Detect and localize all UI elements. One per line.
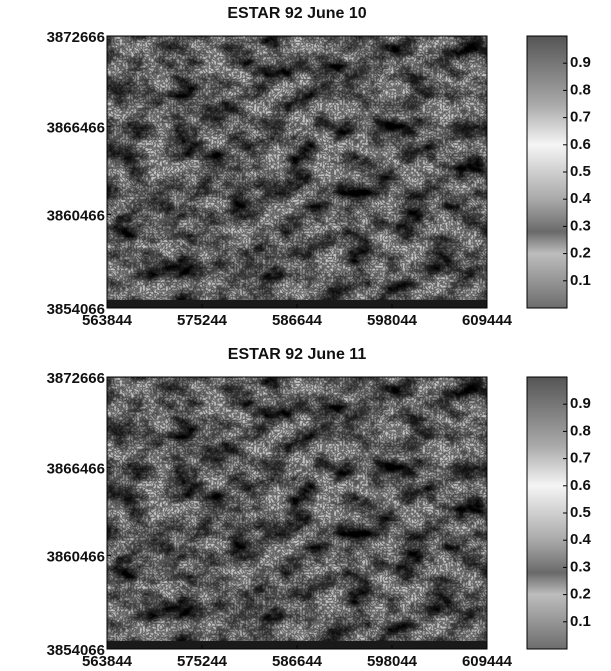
- x-tick-label: 586644: [272, 312, 323, 329]
- chart-title: ESTAR 92 June 10: [227, 5, 366, 22]
- colorbar-tick-label: 0.4: [570, 531, 592, 548]
- colorbar: [527, 377, 567, 649]
- colorbar-tick-label: 0.3: [570, 558, 591, 575]
- colorbar-tick-label: 0.9: [570, 54, 591, 71]
- colorbar: [527, 36, 567, 308]
- colorbar-tick-label: 0.7: [570, 109, 591, 126]
- colorbar-tick-label: 0.9: [570, 395, 591, 412]
- y-tick-label: 3860466: [47, 207, 105, 224]
- image-speckle: [107, 36, 487, 308]
- colorbar-tick-label: 0.5: [570, 504, 591, 521]
- colorbar-tick-label: 0.2: [570, 245, 591, 262]
- colorbar-tick-label: 0.8: [570, 81, 591, 98]
- colorbar-tick-label: 0.6: [570, 136, 591, 153]
- y-tick-label: 3872666: [47, 370, 105, 387]
- x-tick-label: 609444: [462, 312, 513, 329]
- x-tick-label: 598044: [367, 653, 418, 670]
- colorbar-tick-label: 0.3: [570, 217, 591, 234]
- y-tick-label: 3860466: [47, 548, 105, 565]
- figure: ESTAR 92 June 10563844575244586644598044…: [0, 0, 611, 671]
- image-speckle: [107, 377, 487, 649]
- x-tick-label: 575244: [177, 312, 228, 329]
- colorbar-tick-label: 0.2: [570, 586, 591, 603]
- colorbar-tick-label: 0.4: [570, 190, 592, 207]
- y-tick-label: 3866466: [47, 461, 105, 478]
- chart-title: ESTAR 92 June 11: [228, 346, 367, 363]
- x-tick-label: 598044: [367, 312, 418, 329]
- y-tick-label: 3854066: [47, 301, 105, 318]
- colorbar-tick-label: 0.8: [570, 422, 591, 439]
- colorbar-tick-label: 0.6: [570, 477, 591, 494]
- y-tick-label: 3866466: [47, 120, 105, 137]
- x-tick-label: 609444: [462, 653, 513, 670]
- colorbar-tick-label: 0.1: [570, 613, 591, 630]
- colorbar-tick-label: 0.1: [570, 272, 591, 289]
- x-tick-label: 575244: [177, 653, 228, 670]
- y-tick-label: 3854066: [47, 642, 105, 659]
- colorbar-tick-label: 0.7: [570, 450, 591, 467]
- colorbar-tick-label: 0.5: [570, 163, 591, 180]
- y-tick-label: 3872666: [47, 29, 105, 46]
- x-tick-label: 586644: [272, 653, 323, 670]
